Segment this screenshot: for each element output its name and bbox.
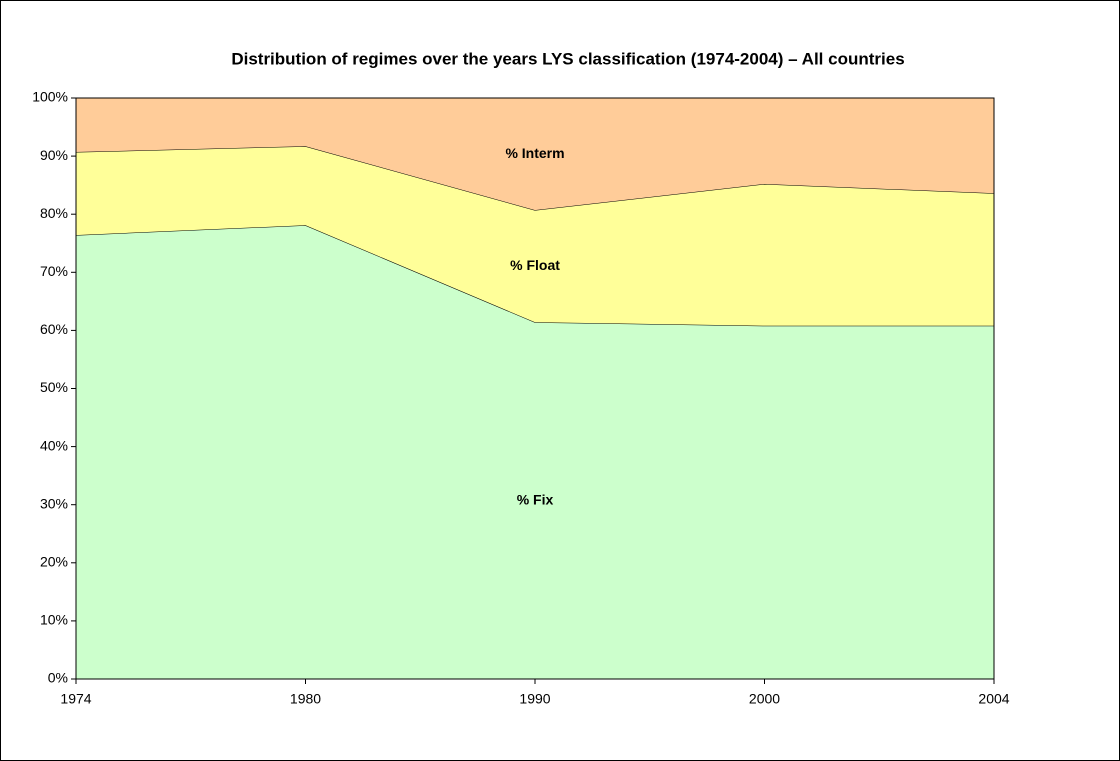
y-tick-label: 100%	[32, 89, 68, 105]
series-label: % Float	[510, 257, 560, 273]
y-tick-label: 40%	[40, 437, 68, 453]
y-tick-label: 50%	[40, 379, 68, 395]
y-tick-label: 90%	[40, 147, 68, 163]
x-tick-label: 1980	[290, 691, 321, 707]
chart-title: Distribution of regimes over the years L…	[231, 49, 904, 68]
y-tick-label: 20%	[40, 554, 68, 570]
area	[76, 146, 994, 326]
x-tick-label: 2000	[749, 691, 780, 707]
y-tick-label: 80%	[40, 205, 68, 221]
y-tick-label: 30%	[40, 495, 68, 511]
area	[76, 225, 994, 679]
y-tick-label: 0%	[48, 670, 68, 686]
x-tick-label: 1990	[519, 691, 550, 707]
series-label: % Fix	[517, 491, 554, 507]
y-tick-label: 10%	[40, 612, 68, 628]
series-label: % Interm	[505, 145, 564, 161]
area	[76, 98, 994, 211]
y-tick-label: 70%	[40, 263, 68, 279]
x-tick-label: 2004	[978, 691, 1009, 707]
y-tick-label: 60%	[40, 321, 68, 337]
x-tick-label: 1974	[60, 691, 91, 707]
